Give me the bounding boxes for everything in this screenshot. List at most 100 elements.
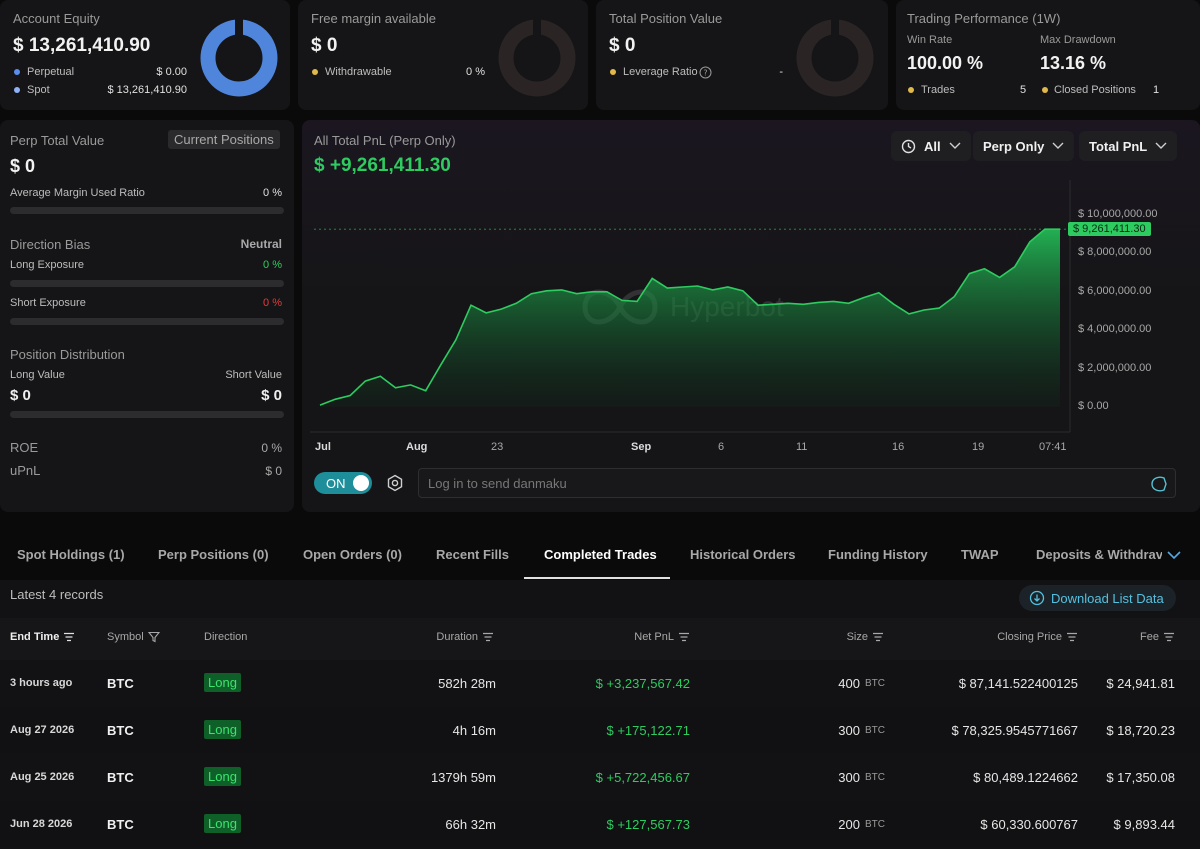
- danmaku-toggle[interactable]: ON: [314, 472, 372, 494]
- free-margin-card: Free margin available $ 0 Withdrawable 0…: [298, 0, 588, 110]
- tab-perp-positions-0[interactable]: Perp Positions (0): [158, 547, 269, 562]
- header-symbol[interactable]: Symbol: [107, 631, 160, 643]
- size-unit: BTC: [865, 772, 885, 783]
- header-label: Duration: [436, 631, 478, 643]
- closing-price-cell: $ 78,325.9545771667: [951, 723, 1078, 738]
- metric-filter[interactable]: Total PnL: [1079, 131, 1178, 161]
- end-time-cell: Jun 28 2026: [10, 818, 73, 830]
- position-distribution-bar: [10, 411, 284, 418]
- max-drawdown-label: Max Drawdown: [1040, 34, 1116, 46]
- header-fee[interactable]: Fee: [1140, 631, 1175, 643]
- max-drawdown-value: 13.16 %: [1040, 53, 1107, 73]
- x-tick-label: 23: [491, 441, 504, 453]
- current-positions-button[interactable]: Current Positions: [168, 130, 280, 149]
- direction-badge: Long: [204, 673, 241, 692]
- header-direction[interactable]: Direction: [204, 631, 247, 643]
- tab-historical-orders[interactable]: Historical Orders: [690, 547, 796, 562]
- position-value-card: Total Position Value $ 0 Leverage Ratio …: [596, 0, 888, 110]
- y-tick-label: $ 6,000,000.00: [1078, 284, 1152, 297]
- tab-spot-holdings-1[interactable]: Spot Holdings (1): [17, 547, 125, 562]
- clock-icon: [901, 139, 916, 153]
- performance-card: Trading Performance (1W) Win Rate 100.00…: [896, 0, 1200, 110]
- net-pnl-cell: $ +175,122.71: [606, 723, 691, 738]
- tab-funding-history[interactable]: Funding History: [828, 547, 928, 562]
- fee-cell: $ 24,941.81: [1106, 676, 1175, 691]
- symbol-cell: BTC: [107, 770, 134, 785]
- end-time-cell: 3 hours ago: [10, 677, 73, 689]
- sort-icon[interactable]: [872, 632, 884, 642]
- metric-label: Total PnL: [1089, 138, 1148, 154]
- short-value: $ 0: [261, 387, 282, 404]
- withdrawable-label: Withdrawable: [325, 66, 392, 78]
- table-row[interactable]: Aug 27 2026 BTC Long 4h 16m $ +175,122.71 300…: [0, 707, 1200, 753]
- end-time-cell: Aug 25 2026: [10, 771, 75, 783]
- win-rate-label: Win Rate: [907, 34, 953, 46]
- pnl-chart-value: $ +9,261,411.30: [314, 155, 451, 176]
- header-net-pnl[interactable]: Net PnL: [634, 631, 690, 643]
- tab-open-orders-0[interactable]: Open Orders (0): [303, 547, 402, 562]
- roe-value: 0 %: [261, 441, 282, 455]
- danmaku-settings-icon[interactable]: [386, 474, 404, 492]
- spot-label: Spot: [27, 84, 50, 96]
- sort-icon[interactable]: [482, 632, 494, 642]
- symbol-cell: BTC: [107, 676, 134, 691]
- tab-deposits-withdrav[interactable]: Deposits & Withdrav: [1036, 547, 1162, 562]
- long-value: $ 0: [10, 387, 31, 404]
- x-tick-label: 11: [796, 441, 808, 453]
- closing-price-cell: $ 87,141.522400125: [958, 676, 1078, 691]
- position-distribution-label: Position Distribution: [10, 347, 125, 362]
- margin-donut-chart: [498, 18, 576, 97]
- sort-icon[interactable]: [678, 632, 690, 642]
- sort-icon[interactable]: [1066, 632, 1078, 642]
- long-value-label: Long Value: [10, 369, 65, 381]
- short-exposure-value: 0 %: [263, 297, 282, 309]
- sort-icon[interactable]: [1163, 632, 1175, 642]
- tab-twap[interactable]: TWAP: [961, 547, 999, 562]
- filter-icon[interactable]: [147, 631, 160, 643]
- table-row[interactable]: 3 hours ago BTC Long 582h 28m $ +3,237,567.4…: [0, 660, 1200, 706]
- withdrawable-value: 0 %: [466, 66, 485, 78]
- tab-completed-trades[interactable]: Completed Trades: [544, 547, 657, 562]
- scope-filter[interactable]: Perp Only: [973, 131, 1075, 161]
- time-range-filter[interactable]: All: [891, 131, 971, 161]
- fee-cell: $ 18,720.23: [1106, 723, 1175, 738]
- perpetual-value: $ 0.00: [156, 66, 187, 78]
- current-value-badge: $ 9,261,411.30: [1068, 222, 1151, 236]
- roe-label: ROE: [10, 440, 39, 455]
- header-end-time[interactable]: End Time: [10, 631, 75, 643]
- y-tick-label: $ 2,000,000.00: [1078, 361, 1152, 374]
- avg-margin-value: 0 %: [263, 187, 282, 199]
- x-tick-label: Sep: [631, 441, 652, 453]
- withdrawable-dot: [312, 69, 318, 75]
- time-range-label: All: [924, 138, 941, 154]
- info-icon[interactable]: ?: [699, 66, 712, 79]
- header-label: Symbol: [107, 631, 144, 643]
- table-header-row: [0, 618, 1200, 660]
- scope-label: Perp Only: [983, 138, 1045, 154]
- header-label: Direction: [204, 631, 248, 643]
- header-size[interactable]: Size: [847, 631, 884, 643]
- header-duration[interactable]: Duration: [436, 631, 494, 643]
- sort-icon[interactable]: [63, 632, 75, 642]
- closed-positions-label: Closed Positions: [1054, 84, 1136, 96]
- download-list-button[interactable]: Download List Data: [1019, 585, 1176, 611]
- perpetual-label: Perpetual: [27, 66, 75, 78]
- tab-recent-fills[interactable]: Recent Fills: [436, 547, 509, 562]
- danmaku-toggle-knob: [353, 475, 369, 491]
- table-row[interactable]: Aug 25 2026 BTC Long 1379h 59m $ +5,722,456.…: [0, 754, 1200, 800]
- duration-cell: 1379h 59m: [430, 770, 496, 785]
- trades-label: Trades: [921, 84, 955, 96]
- danmaku-input[interactable]: Log in to send danmaku: [418, 468, 1176, 498]
- header-label: Fee: [1140, 631, 1159, 643]
- header-closing-price[interactable]: Closing Price: [997, 631, 1078, 643]
- y-tick-label: $ 4,000,000.00: [1078, 323, 1152, 336]
- net-pnl-cell: $ +3,237,567.42: [595, 676, 690, 691]
- account-equity-label: Account Equity: [13, 11, 100, 26]
- table-row[interactable]: Jun 28 2026 BTC Long 66h 32m $ +127,567.73 20…: [0, 801, 1200, 847]
- closing-price-cell: $ 80,489.1224662: [973, 770, 1078, 785]
- leverage-dot: [610, 69, 616, 75]
- perp-total-value: $ 0: [10, 156, 36, 176]
- tabs-expand-icon[interactable]: [1167, 550, 1181, 560]
- x-tick-label: 16: [892, 441, 905, 453]
- send-icon[interactable]: [1149, 474, 1169, 494]
